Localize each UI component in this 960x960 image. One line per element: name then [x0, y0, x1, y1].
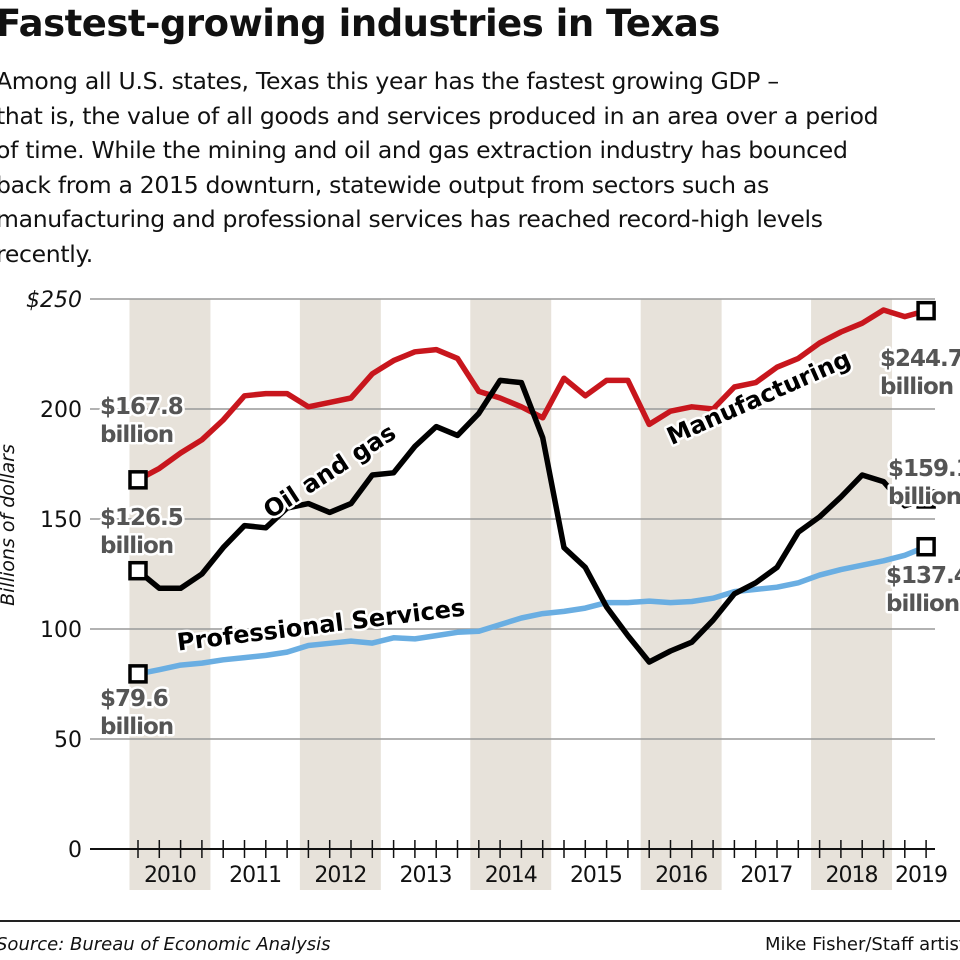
x-tick-label: 2011: [229, 863, 281, 888]
series-line-oil-and-gas: [136, 377, 927, 665]
y-axis-label: Billions of dollars: [0, 444, 19, 606]
year-band-2018: [811, 299, 893, 890]
x-tick-label: 2016: [655, 863, 707, 888]
end-value-label: billion: [880, 374, 953, 400]
year-band-2016: [640, 299, 722, 890]
y-tick-label: $250: [26, 288, 82, 313]
x-tick-label: 2012: [314, 863, 366, 888]
end-value-label: billion: [888, 484, 960, 510]
x-tick-label: 2010: [144, 863, 196, 888]
start-value-label: billion: [100, 533, 173, 559]
endpoint-marker: [916, 536, 936, 557]
y-tick-label: 50: [54, 728, 82, 753]
x-tick-label: 2017: [740, 863, 792, 888]
x-tick-label: 2018: [826, 863, 878, 888]
start-value-label: $167.8: [100, 394, 183, 420]
chart-subtitle: Among all U.S. states, Texas this year h…: [0, 67, 879, 268]
endpoint-marker: [128, 560, 148, 581]
year-band-2014: [470, 299, 552, 890]
x-tick-label: 2015: [570, 863, 622, 888]
x-tick-label: 2013: [400, 863, 452, 888]
year-band-2012: [299, 299, 381, 890]
y-tick-label: 100: [40, 618, 82, 643]
endpoint-marker: [916, 300, 936, 321]
endpoint-marker: [916, 489, 936, 509]
y-tick-label: 0: [68, 838, 82, 863]
year-band-2010: [129, 299, 211, 890]
start-value-label: billion: [100, 422, 173, 448]
endpoint-marker: [128, 470, 148, 490]
start-value-label: $126.5: [100, 505, 183, 531]
end-value-label: $244.7: [880, 346, 960, 372]
footer-divider: [0, 920, 960, 922]
series-line-professional-services: [137, 544, 928, 677]
end-value-label: $159.1: [888, 456, 960, 482]
x-tick-label: 2019: [895, 863, 947, 888]
end-value-label: billion: [886, 591, 959, 617]
chart-title: Fastest-growing industries in Texas: [0, 2, 720, 45]
x-tick-label: 2014: [485, 863, 537, 888]
endpoint-marker: [128, 664, 148, 684]
credit-note: Mike Fisher/Staff artist: [764, 934, 960, 955]
y-tick-label: 200: [40, 398, 82, 423]
start-value-label: billion: [100, 714, 173, 740]
source-note: Source: Bureau of Economic Analysis: [0, 934, 331, 955]
y-tick-label: 150: [40, 508, 82, 533]
start-value-label: $79.6: [100, 686, 168, 712]
end-value-label: $137.4: [886, 563, 960, 589]
